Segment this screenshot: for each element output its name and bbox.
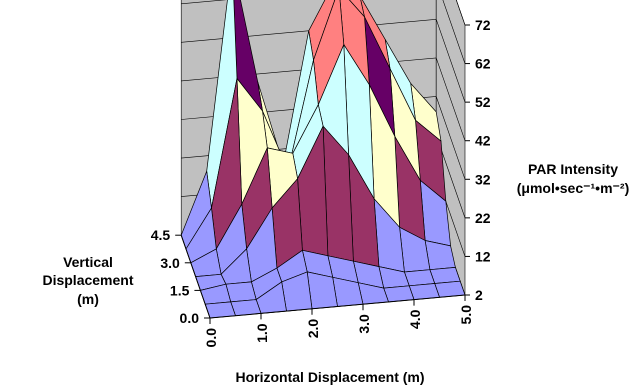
x-tick-label: 1.0 (254, 323, 270, 343)
y-tick-label: 3.0 (160, 255, 180, 271)
z-tick-label: 52 (475, 94, 491, 110)
x-tick-labels: 0.0 1.0 2.0 3.0 4.0 5.0 (203, 295, 474, 347)
x-tick-label: 0.0 (203, 328, 219, 348)
surface-cell (230, 299, 262, 317)
x-tick-label: 4.0 (407, 309, 423, 329)
gridline (181, 0, 466, 64)
surface-cell (383, 285, 415, 303)
z-tick-label: 22 (475, 210, 491, 226)
x-axis-line (209, 294, 466, 319)
z-axis-title-line1: PAR Intensity (528, 161, 618, 177)
gridline (181, 18, 466, 103)
gridline (181, 57, 466, 141)
z-axis-title-line2: (μmol•sec⁻¹•m⁻²) (517, 180, 630, 196)
x-tick-label: 3.0 (356, 314, 372, 334)
z-tick-labels: 2 12 22 32 42 52 62 72 (465, 17, 491, 303)
z-tick-label: 42 (475, 133, 491, 149)
x-tick-label: 5.0 (458, 305, 474, 325)
y-tick-label: 1.5 (170, 282, 190, 298)
z-tick-label: 32 (475, 171, 491, 187)
x-axis-title: Horizontal Displacement (m) (235, 369, 424, 385)
y-tick-label: 0.0 (180, 310, 200, 326)
surface-cell (306, 271, 338, 310)
z-tick-label: 62 (475, 56, 491, 72)
axes (180, 235, 466, 319)
surface-cell (434, 280, 466, 298)
surface-cell (408, 283, 440, 300)
z-tick-label: 2 (475, 287, 483, 303)
z-tick-label: 12 (475, 248, 491, 264)
surface-cell (204, 301, 236, 319)
y-tick-label: 4.5 (151, 227, 171, 243)
surface-cell (429, 267, 461, 284)
y-axis-line (180, 235, 211, 319)
y-axis-title-line3: (m) (77, 291, 99, 307)
z-tick-label: 72 (475, 17, 491, 33)
x-tick-label: 2.0 (305, 319, 321, 339)
surface-cell (404, 269, 436, 287)
surface-plot (180, 0, 466, 319)
y-axis-title-line2: Displacement (42, 272, 133, 288)
y-axis-title-line1: Vertical (63, 254, 113, 270)
y-tick-labels: 0.0 1.5 3.0 4.5 (151, 227, 210, 326)
surface-cell (225, 281, 257, 303)
